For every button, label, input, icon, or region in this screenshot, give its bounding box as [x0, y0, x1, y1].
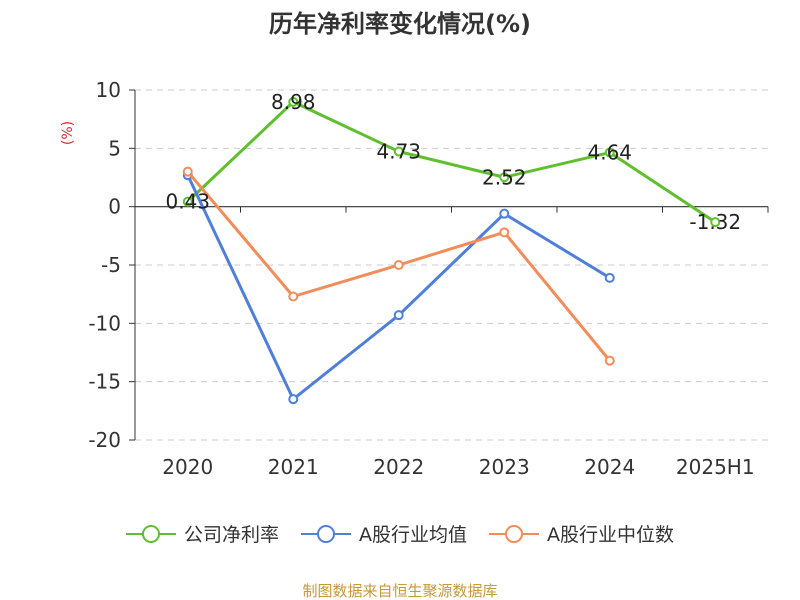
legend-label-net-margin: 公司净利率 [183, 524, 279, 546]
data-label-net-margin: 4.64 [587, 141, 632, 165]
data-label-net-margin: 8.98 [271, 90, 316, 114]
data-label-net-margin: 0.43 [165, 190, 210, 214]
legend-item-industry-avg[interactable]: A股行业均值 [301, 520, 467, 547]
x-tick-label: 2023 [479, 455, 530, 479]
legend-item-net-margin[interactable]: 公司净利率 [125, 520, 279, 547]
y-tick-label: 10 [96, 78, 121, 102]
data-point-net_margin [499, 172, 510, 183]
legend-swatch-industry-median [489, 524, 539, 543]
y-tick-label: 5 [108, 136, 121, 160]
x-tick-label: 2024 [584, 455, 635, 479]
x-tick-label: 2021 [268, 455, 319, 479]
y-tick-label: -20 [88, 428, 121, 452]
data-point-industry_median [182, 166, 193, 177]
data-point-industry_median [604, 355, 615, 366]
y-tick-label: -5 [101, 253, 121, 277]
data-label-net-margin: -1.32 [689, 210, 741, 234]
series-line-net_margin [186, 100, 717, 224]
legend-swatch-net-margin [125, 524, 176, 543]
legend-label-industry-avg: A股行业均值 [359, 524, 467, 546]
x-tick-label: 2022 [373, 455, 424, 479]
data-point-industry_median [288, 291, 299, 302]
y-tick-label: 0 [108, 195, 121, 219]
data-point-industry_median [393, 260, 404, 270]
data-point-industry_avg [604, 272, 615, 283]
y-tick-label: -15 [88, 370, 121, 394]
data-label-net-margin: 4.73 [376, 139, 421, 163]
chart-title: 历年净利率变化情况(%) [269, 10, 531, 38]
data-point-net_margin [288, 96, 299, 107]
series-line-industry_avg [186, 174, 611, 401]
data-point-net_margin [710, 217, 721, 228]
data-source-note: 制图数据来自恒生聚源数据库 [302, 582, 498, 600]
data-point-industry_median [499, 227, 510, 238]
data-label-net-margin: 2.52 [482, 165, 527, 189]
y-tick-label: -10 [88, 311, 121, 335]
legend-swatch-industry-avg [301, 524, 351, 543]
legend-item-industry-median[interactable]: A股行业中位数 [489, 520, 674, 547]
data-point-industry_avg [393, 310, 404, 321]
legend-label-industry-median: A股行业中位数 [547, 524, 674, 546]
data-point-net_margin [393, 146, 404, 157]
x-tick-label: 2025H1 [676, 455, 755, 479]
data-point-industry_avg [288, 394, 299, 405]
x-tick-label: 2020 [162, 455, 213, 479]
data-point-industry_avg [499, 208, 510, 219]
chart-legend: 公司净利率 A股行业均值 A股行业中位数 [0, 520, 800, 547]
data-point-net_margin [182, 196, 193, 207]
data-point-net_margin [604, 147, 615, 158]
